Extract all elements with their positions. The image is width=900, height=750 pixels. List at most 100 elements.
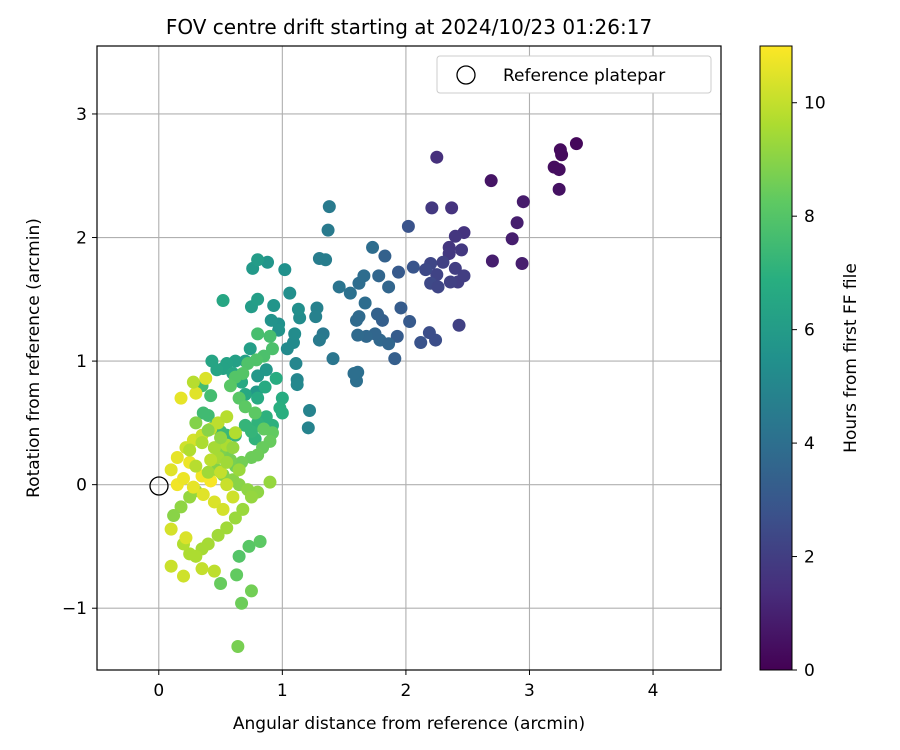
data-point xyxy=(251,292,265,306)
data-point xyxy=(164,463,178,477)
x-axis: 0 1 2 3 4 xyxy=(153,670,658,701)
data-point xyxy=(290,378,304,392)
data-point xyxy=(301,421,315,435)
data-point xyxy=(241,357,255,371)
data-point xyxy=(211,528,225,542)
data-point xyxy=(195,562,209,576)
data-point xyxy=(195,436,209,450)
data-point xyxy=(226,441,240,455)
data-point xyxy=(388,352,402,366)
data-point xyxy=(232,463,246,477)
data-point xyxy=(196,488,210,502)
data-point xyxy=(349,313,363,327)
data-point xyxy=(303,404,317,418)
data-point xyxy=(238,418,252,432)
colorbar-label: Hours from first FF file xyxy=(841,263,861,453)
data-point xyxy=(378,249,392,263)
data-point xyxy=(201,465,215,479)
colorbar-tick-label: 0 xyxy=(804,661,815,681)
data-point xyxy=(406,260,420,274)
data-point xyxy=(414,336,428,350)
data-point xyxy=(505,232,519,246)
data-point xyxy=(455,243,469,257)
data-point xyxy=(510,216,524,230)
data-point xyxy=(183,490,197,504)
x-tick-label: 4 xyxy=(648,681,659,701)
data-point xyxy=(176,471,190,485)
data-point xyxy=(210,363,224,377)
data-point xyxy=(232,549,246,563)
data-point xyxy=(186,375,200,389)
data-point xyxy=(228,511,242,525)
chart-title: FOV centre drift starting at 2024/10/23 … xyxy=(166,15,652,39)
legend-entry-label: Reference platepar xyxy=(503,66,665,86)
y-tick-label: 1 xyxy=(76,352,87,372)
data-point xyxy=(167,509,181,523)
data-point xyxy=(366,240,380,254)
data-point xyxy=(223,379,237,393)
data-point xyxy=(220,455,234,469)
data-point xyxy=(321,223,335,237)
colorbar-tick-label: 8 xyxy=(804,207,815,227)
legend-box xyxy=(436,55,712,94)
colorbar-gradient xyxy=(759,45,793,671)
colorbar-tick-label: 4 xyxy=(804,434,815,454)
data-point xyxy=(220,478,234,492)
data-point xyxy=(170,450,184,464)
data-point xyxy=(220,410,234,424)
data-point xyxy=(235,596,249,610)
data-point xyxy=(189,386,203,400)
data-point xyxy=(391,265,405,279)
data-point xyxy=(390,329,404,343)
data-point xyxy=(431,280,445,294)
data-point xyxy=(263,475,277,489)
data-point xyxy=(196,406,210,420)
data-point xyxy=(291,302,305,316)
data-point xyxy=(244,450,258,464)
data-point xyxy=(244,584,258,598)
colorbar-tick-label: 6 xyxy=(804,321,815,341)
data-point xyxy=(242,539,256,553)
data-point xyxy=(263,329,277,343)
y-axis-label: Rotation from reference (arcmin) xyxy=(24,218,44,498)
data-point xyxy=(372,269,386,283)
data-point xyxy=(231,640,245,654)
data-point xyxy=(569,137,583,151)
y-tick-label: −1 xyxy=(62,599,87,619)
data-point xyxy=(347,366,361,380)
data-point xyxy=(220,521,234,535)
y-axis: −1 0 1 2 3 xyxy=(62,105,97,619)
x-tick-label: 2 xyxy=(400,681,411,701)
data-point xyxy=(201,423,215,437)
data-point xyxy=(552,182,566,196)
data-point xyxy=(226,490,240,504)
data-point xyxy=(332,280,346,294)
data-point xyxy=(244,490,258,504)
data-point xyxy=(485,254,499,268)
data-point xyxy=(394,301,408,315)
data-point xyxy=(552,163,566,177)
data-point xyxy=(326,352,340,366)
data-point xyxy=(236,502,250,516)
data-point xyxy=(269,371,283,385)
data-point xyxy=(309,310,323,324)
data-point xyxy=(358,296,372,310)
data-point xyxy=(448,261,462,275)
data-point xyxy=(164,522,178,536)
legend: Reference platepar xyxy=(436,55,712,94)
data-point xyxy=(283,286,297,300)
data-point xyxy=(214,431,228,445)
x-axis-label: Angular distance from reference (arcmin) xyxy=(233,714,585,734)
data-point xyxy=(258,380,272,394)
data-point xyxy=(207,564,221,578)
y-tick-label: 0 xyxy=(76,476,87,496)
data-point xyxy=(401,219,415,233)
data-point xyxy=(176,569,190,583)
data-point xyxy=(422,326,436,340)
data-point xyxy=(419,263,433,277)
legend-marker xyxy=(456,65,476,85)
plot-area-frame xyxy=(96,45,722,671)
data-point xyxy=(351,328,365,342)
data-point xyxy=(216,294,230,308)
